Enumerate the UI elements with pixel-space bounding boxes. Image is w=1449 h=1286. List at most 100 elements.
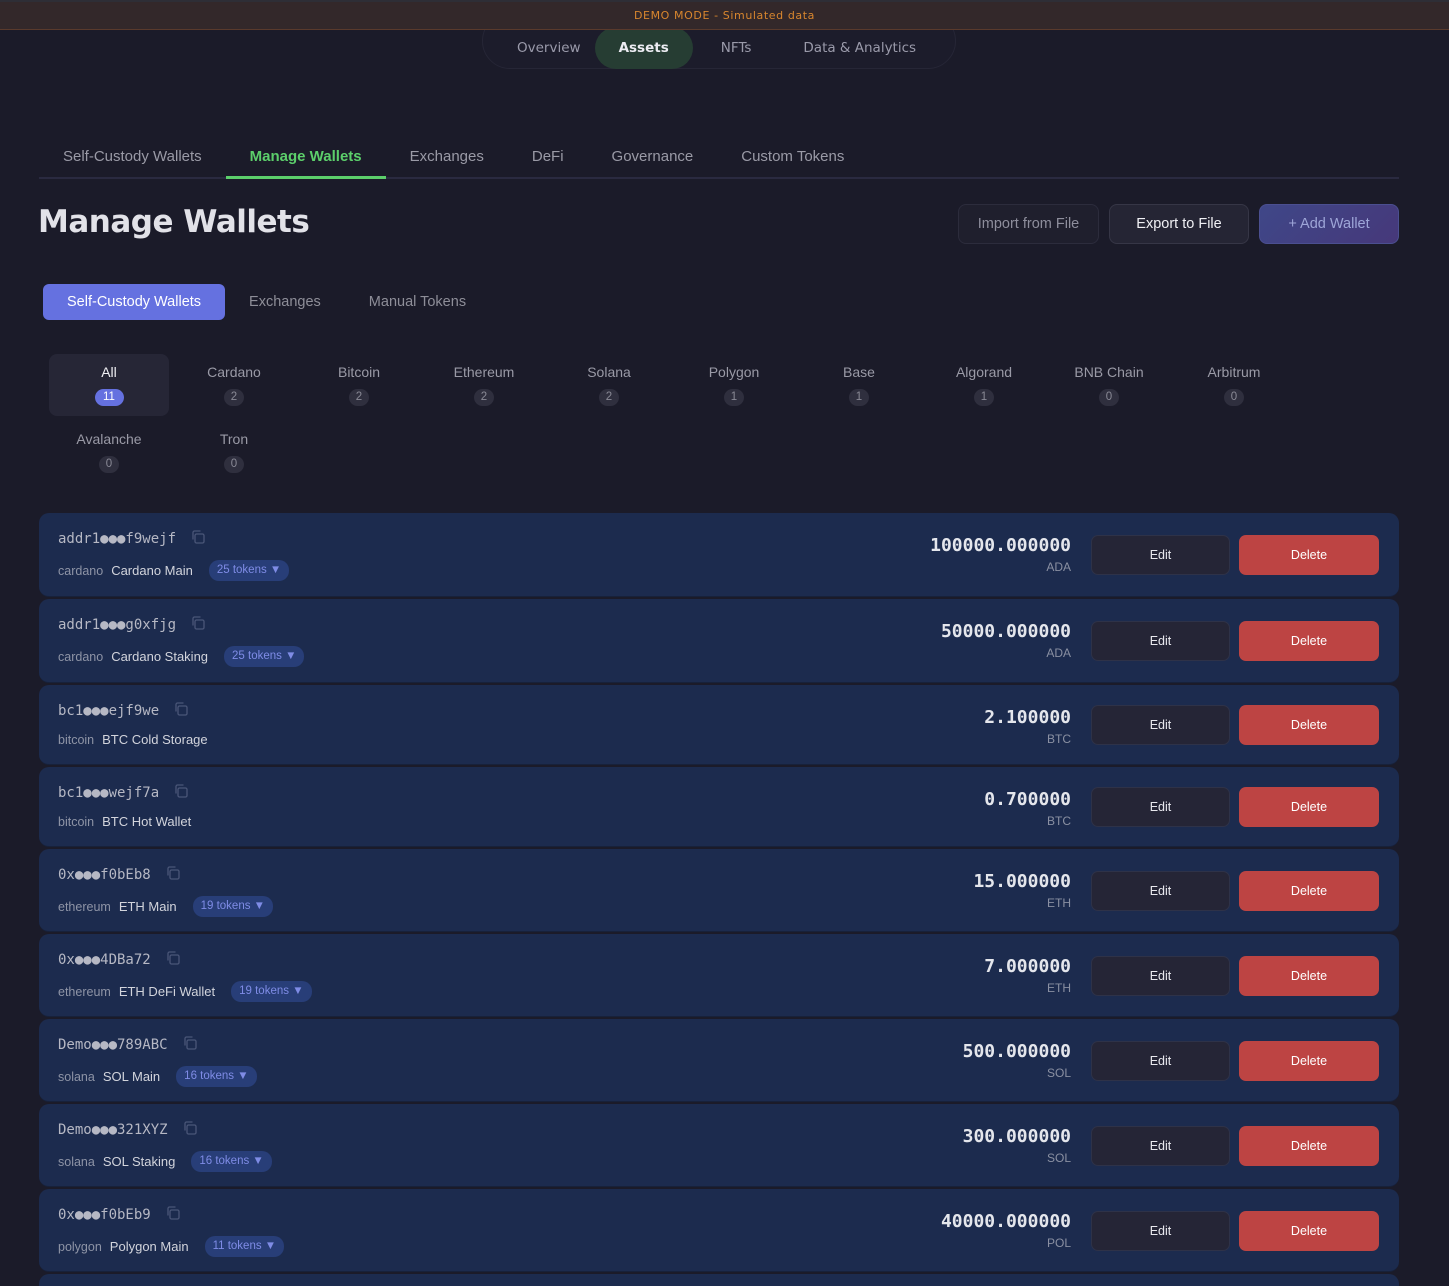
- wallet-meta: polygon Polygon Main 11 tokens ▼: [58, 1236, 285, 1257]
- tokens-dropdown-badge[interactable]: 11 tokens ▼: [204, 1236, 285, 1257]
- copy-icon[interactable]: [173, 783, 189, 799]
- tab-defi[interactable]: DeFi: [531, 148, 564, 165]
- chain-filter-ethereum[interactable]: Ethereum 2: [424, 354, 544, 416]
- balance-amount: 40000.000000: [940, 1211, 1071, 1232]
- nav-nfts[interactable]: NFTs: [720, 40, 752, 56]
- edit-wallet-button[interactable]: Edit: [1091, 621, 1230, 661]
- wallet-address: 0x●●●4DBa72: [58, 950, 181, 968]
- wallet-card: addr1●●●g0xfjg cardano Cardano Staking 25 t…: [39, 599, 1399, 683]
- nav-data-analytics[interactable]: Data & Analytics: [803, 40, 917, 56]
- tab-custom-tokens[interactable]: Custom Tokens: [741, 148, 845, 165]
- view-tab-self-custody[interactable]: Self-Custody Wallets: [43, 284, 226, 320]
- delete-wallet-button[interactable]: Delete: [1239, 787, 1379, 827]
- demo-mode-text: DEMO MODE - Simulated data: [633, 9, 816, 22]
- edit-wallet-button[interactable]: Edit: [1091, 1211, 1230, 1251]
- delete-wallet-button[interactable]: Delete: [1239, 956, 1379, 996]
- chain-filter-algorand[interactable]: Algorand 1: [924, 354, 1044, 416]
- chain-filter-avalanche[interactable]: Avalanche 0: [49, 421, 169, 483]
- wallet-address-text: addr1●●●f9wejf: [58, 531, 177, 547]
- edit-wallet-button[interactable]: Edit: [1091, 787, 1230, 827]
- nav-assets[interactable]: Assets: [594, 27, 693, 69]
- balance-amount: 500.000000: [962, 1041, 1071, 1062]
- chain-filter-all[interactable]: All 11: [49, 354, 169, 416]
- wallet-address-text: Demo●●●321XYZ: [58, 1122, 168, 1138]
- chain-filter-label: Tron: [219, 431, 249, 447]
- copy-icon[interactable]: [165, 865, 181, 881]
- chain-filter-cardano[interactable]: Cardano 2: [174, 354, 294, 416]
- copy-icon[interactable]: [182, 1120, 198, 1136]
- copy-icon[interactable]: [182, 1035, 198, 1051]
- wallet-card: [39, 1274, 1399, 1286]
- edit-wallet-button[interactable]: Edit: [1091, 535, 1230, 575]
- chain-count-badge: 11: [94, 389, 124, 406]
- copy-icon[interactable]: [190, 529, 206, 545]
- tokens-dropdown-badge[interactable]: 16 tokens ▼: [176, 1066, 257, 1087]
- nav-overview[interactable]: Overview: [517, 40, 581, 56]
- balance-unit: ETH: [1047, 981, 1071, 995]
- view-tab-manual-tokens[interactable]: Manual Tokens: [368, 294, 467, 310]
- tokens-dropdown-badge[interactable]: 19 tokens ▼: [192, 896, 274, 917]
- delete-wallet-button[interactable]: Delete: [1239, 621, 1379, 661]
- edit-wallet-button[interactable]: Edit: [1091, 1126, 1230, 1166]
- wallet-chain: polygon: [58, 1239, 102, 1254]
- edit-wallet-button[interactable]: Edit: [1091, 705, 1230, 745]
- tab-manage-wallets[interactable]: Manage Wallets: [225, 137, 386, 179]
- chain-filter-polygon[interactable]: Polygon 1: [674, 354, 794, 416]
- copy-icon[interactable]: [173, 701, 189, 717]
- tokens-dropdown-badge[interactable]: 25 tokens ▼: [224, 646, 305, 667]
- tab-governance[interactable]: Governance: [611, 148, 694, 165]
- edit-wallet-button[interactable]: Edit: [1091, 1041, 1230, 1081]
- chain-filter-bitcoin[interactable]: Bitcoin 2: [299, 354, 419, 416]
- tokens-dropdown-badge[interactable]: 16 tokens ▼: [191, 1151, 272, 1172]
- wallet-name: Polygon Main: [109, 1239, 189, 1254]
- delete-wallet-button[interactable]: Delete: [1239, 535, 1379, 575]
- tokens-dropdown-badge[interactable]: 25 tokens ▼: [208, 560, 290, 581]
- chain-count-badge: 0: [99, 456, 119, 473]
- wallet-list: addr1●●●f9wejf cardano Cardano Main 25 toke…: [39, 513, 1399, 1286]
- chain-filter-arbitrum[interactable]: Arbitrum 0: [1174, 354, 1294, 416]
- wallet-address-text: 0x●●●f0bEb9: [58, 1207, 151, 1223]
- chain-count-badge: 1: [849, 389, 869, 406]
- export-to-file-button[interactable]: Export to File: [1109, 204, 1249, 244]
- wallet-balance: 7.000000 ETH: [984, 956, 1071, 995]
- delete-wallet-button[interactable]: Delete: [1239, 1126, 1379, 1166]
- wallet-card: 0x●●●4DBa72 ethereum ETH DeFi Wallet 19 tok…: [39, 934, 1399, 1017]
- copy-icon[interactable]: [165, 950, 181, 966]
- wallet-name: SOL Main: [102, 1069, 161, 1084]
- wallet-meta: ethereum ETH Main 19 tokens ▼: [58, 896, 274, 917]
- delete-wallet-button[interactable]: Delete: [1239, 705, 1379, 745]
- wallet-name: ETH Main: [118, 899, 177, 914]
- wallet-card: addr1●●●f9wejf cardano Cardano Main 25 toke…: [39, 513, 1399, 597]
- tab-exchanges[interactable]: Exchanges: [409, 148, 484, 165]
- import-from-file-button[interactable]: Import from File: [958, 204, 1099, 244]
- wallet-name: BTC Hot Wallet: [102, 814, 192, 829]
- copy-icon[interactable]: [165, 1205, 181, 1221]
- wallet-address: addr1●●●f9wejf: [58, 529, 206, 547]
- balance-amount: 100000.000000: [930, 535, 1071, 556]
- chain-filter-label: Base: [843, 364, 875, 380]
- wallet-address: bc1●●●ejf9we: [58, 701, 189, 719]
- wallet-meta: cardano Cardano Main 25 tokens ▼: [58, 560, 290, 581]
- add-wallet-button[interactable]: + Add Wallet: [1259, 204, 1399, 244]
- chain-filter-solana[interactable]: Solana 2: [549, 354, 669, 416]
- chain-count-badge: 2: [349, 389, 369, 406]
- delete-wallet-button[interactable]: Delete: [1239, 1041, 1379, 1081]
- delete-wallet-button[interactable]: Delete: [1239, 871, 1379, 911]
- edit-wallet-button[interactable]: Edit: [1091, 956, 1230, 996]
- copy-icon[interactable]: [190, 615, 206, 631]
- wallet-chain: ethereum: [58, 899, 111, 914]
- wallet-balance: 40000.000000 POL: [941, 1211, 1071, 1250]
- wallet-balance: 500.000000 SOL: [963, 1041, 1071, 1080]
- chain-count-badge: 2: [224, 389, 244, 406]
- chain-filter-tron[interactable]: Tron 0: [174, 421, 294, 483]
- tab-self-custody-wallets[interactable]: Self-Custody Wallets: [63, 148, 202, 165]
- view-tab-exchanges[interactable]: Exchanges: [249, 294, 321, 310]
- tokens-dropdown-badge[interactable]: 19 tokens ▼: [231, 981, 312, 1002]
- wallet-card: Demo●●●789ABC solana SOL Main 16 tokens ▼ 50…: [39, 1019, 1399, 1102]
- edit-wallet-button[interactable]: Edit: [1091, 871, 1230, 911]
- delete-wallet-button[interactable]: Delete: [1239, 1211, 1379, 1251]
- wallet-meta: bitcoin BTC Hot Wallet: [58, 814, 207, 829]
- chain-filter-base[interactable]: Base 1: [799, 354, 919, 416]
- wallet-balance: 100000.000000 ADA: [930, 535, 1071, 574]
- chain-filter-bnb-chain[interactable]: BNB Chain 0: [1049, 354, 1169, 416]
